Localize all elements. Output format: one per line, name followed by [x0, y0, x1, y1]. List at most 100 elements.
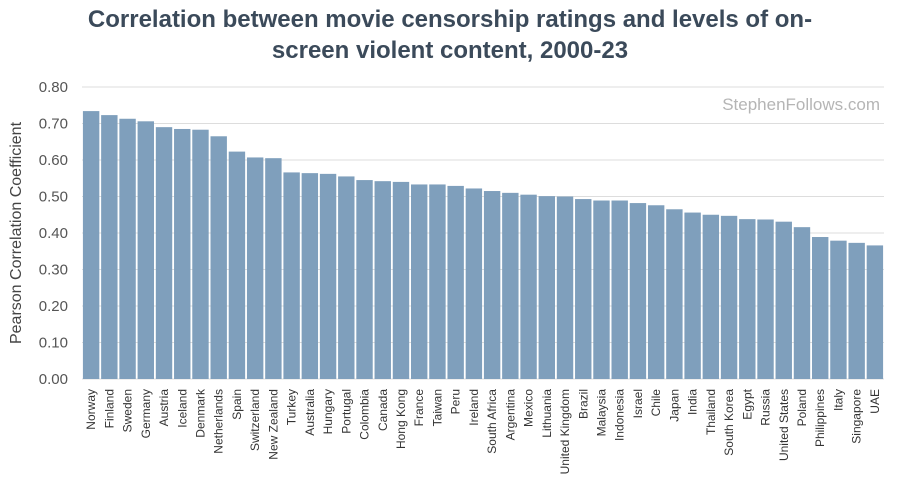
x-tick-label: Finland — [102, 389, 116, 428]
bar — [866, 245, 884, 379]
bar — [374, 181, 391, 379]
x-tick-label: Sweden — [121, 389, 135, 432]
bar — [775, 221, 792, 379]
x-tick-label: South Korea — [722, 389, 736, 456]
bar — [192, 129, 209, 379]
x-tick-label: Indonesia — [613, 389, 627, 441]
y-tick-label: 0.00 — [39, 371, 68, 388]
bar — [793, 227, 811, 379]
x-tick-label: South Africa — [485, 389, 499, 454]
x-tick-label: Israel — [631, 389, 645, 418]
x-tick-label: Poland — [795, 389, 809, 426]
bar — [338, 176, 355, 379]
x-tick-label: Taiwan — [430, 389, 444, 426]
bar — [356, 180, 373, 379]
y-tick-label: 0.50 — [39, 189, 68, 206]
bars — [82, 111, 884, 380]
bar — [647, 205, 665, 379]
x-tick-label: Austria — [157, 389, 171, 427]
x-tick-label: Australia — [303, 389, 317, 436]
y-axis-label: Pearson Correlation Coefficient — [8, 121, 25, 344]
x-tick-label: Philippines — [813, 389, 827, 447]
x-tick-label: UAE — [868, 389, 882, 414]
x-tick-label: Argentina — [503, 389, 517, 441]
y-tick-label: 0.20 — [39, 298, 68, 315]
x-tick-label: Norway — [84, 389, 98, 430]
x-tick-label: Brazil — [576, 389, 590, 419]
x-tick-label: Colombia — [358, 389, 372, 440]
bar — [502, 192, 519, 379]
bar — [283, 172, 300, 379]
y-tick-label: 0.40 — [39, 225, 68, 242]
bar — [319, 173, 337, 379]
y-tick-label: 0.60 — [39, 152, 68, 169]
x-tick-label: Denmark — [193, 388, 207, 438]
bar — [82, 111, 100, 379]
x-tick-label: New Zealand — [266, 389, 280, 460]
x-tick-label: Mexico — [522, 389, 536, 427]
chart-title-line-2: screen violent content, 2000-23 — [271, 37, 629, 64]
x-tick-label: Malaysia — [594, 389, 608, 437]
bar — [265, 158, 282, 379]
bar — [702, 214, 720, 379]
x-tick-label: Turkey — [285, 389, 299, 425]
bar — [483, 191, 501, 379]
y-tick-label: 0.80 — [39, 79, 68, 96]
x-tick-label: Peru — [449, 389, 463, 414]
x-tick-label: Italy — [831, 389, 845, 411]
bar — [411, 184, 428, 379]
x-tick-label: Japan — [667, 389, 681, 422]
bar — [684, 212, 701, 379]
bar — [155, 127, 173, 380]
y-tick-label: 0.30 — [39, 262, 68, 279]
x-tick-label: Iceland — [175, 389, 189, 428]
bar — [575, 199, 592, 379]
x-tick-label: United Kingdom — [558, 389, 572, 474]
bar — [210, 136, 227, 379]
x-tick-label: Germany — [139, 389, 153, 438]
watermark: StephenFollows.com — [722, 95, 880, 114]
x-tick-label: Hungary — [321, 389, 335, 434]
bar — [720, 215, 738, 379]
bar — [812, 237, 829, 379]
bar — [174, 128, 191, 379]
x-tick-label: Russia — [759, 389, 773, 426]
bar — [465, 188, 483, 379]
bar — [392, 181, 410, 379]
bar — [301, 173, 319, 379]
bar — [666, 209, 683, 379]
x-tick-label: Portugal — [339, 389, 353, 434]
x-tick-label: United States — [777, 389, 791, 461]
bar — [848, 242, 865, 379]
bar — [520, 194, 537, 379]
y-tick-label: 0.70 — [39, 116, 68, 133]
x-tick-label: Netherlands — [212, 389, 226, 454]
x-tick-label: Hong Kong — [394, 389, 408, 449]
bar — [447, 185, 464, 379]
bar — [246, 157, 264, 379]
x-tick-label: France — [412, 389, 426, 427]
x-tick-label: Singapore — [850, 389, 864, 444]
bar — [101, 115, 118, 379]
bar — [119, 118, 136, 379]
bar — [611, 200, 628, 379]
bar — [137, 121, 154, 379]
x-tick-label: Switzerland — [248, 389, 262, 451]
bar — [830, 240, 847, 379]
x-tick-label: Ireland — [467, 389, 481, 426]
chart-title-line-1: Correlation between movie censorship rat… — [87, 6, 813, 33]
bar — [556, 196, 574, 379]
x-tick-label: Thailand — [704, 389, 718, 435]
x-tick-label: Spain — [230, 389, 244, 420]
y-tick-label: 0.10 — [39, 335, 68, 352]
x-tick-label: Lithuania — [540, 389, 554, 438]
chart-title: Correlation between movie censorship rat… — [0, 4, 900, 66]
bar — [739, 219, 756, 379]
bar — [629, 203, 647, 379]
bar — [757, 219, 774, 379]
x-tick-label: Egypt — [740, 388, 754, 419]
bar — [429, 184, 446, 379]
bar — [228, 151, 246, 379]
x-tick-label: India — [686, 389, 700, 415]
